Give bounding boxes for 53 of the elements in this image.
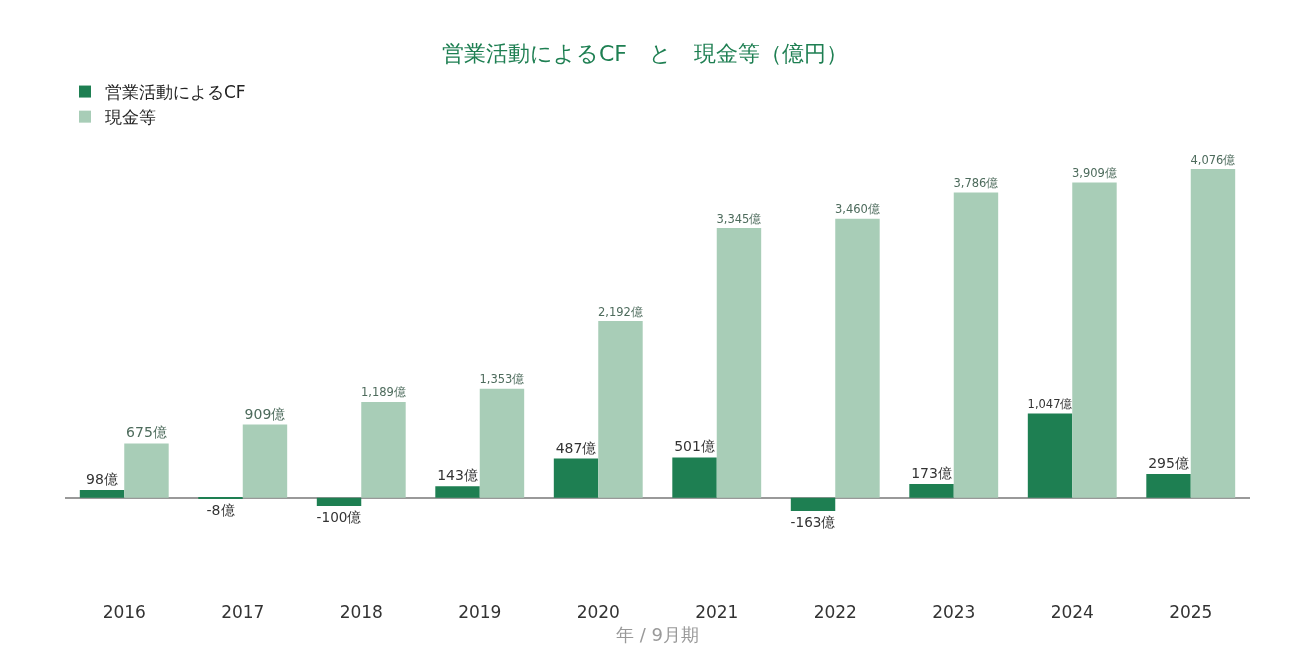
data-label: 501億	[674, 438, 715, 455]
data-label: 173億	[911, 464, 952, 481]
bar	[953, 192, 999, 498]
x-tick-label: 2016	[102, 602, 146, 622]
data-label: 487億	[555, 439, 597, 456]
bar	[1027, 413, 1073, 498]
data-label: 3,786億	[953, 175, 999, 190]
data-label: 3,909億	[1072, 166, 1117, 181]
bar	[716, 227, 762, 498]
bar	[435, 486, 480, 498]
bar	[242, 424, 288, 498]
data-label: -163億	[790, 513, 836, 530]
x-tick-label: 2018	[339, 602, 383, 622]
data-label: 143億	[437, 467, 478, 484]
x-tick-label: 2017	[221, 602, 265, 622]
data-label: -8億	[206, 502, 235, 518]
legend-label: 営業活動によるCF	[105, 82, 246, 103]
data-label: 1,189億	[361, 385, 406, 400]
bar	[1072, 182, 1117, 498]
data-label: 3,345億	[716, 211, 762, 226]
bar	[598, 321, 643, 498]
x-tick-label: 2023	[932, 602, 976, 622]
x-tick-label: 2020	[576, 602, 620, 622]
data-label: 98億	[86, 470, 118, 487]
x-tick-label: 2025	[1169, 602, 1213, 622]
bar	[1146, 474, 1191, 498]
data-label: 4,076億	[1190, 152, 1236, 167]
x-tick-label: 2019	[458, 602, 502, 622]
bar	[79, 489, 125, 498]
data-label: 909億	[244, 405, 286, 422]
bar	[835, 218, 880, 498]
bar	[479, 388, 525, 498]
bar	[909, 483, 954, 498]
bar	[790, 497, 836, 511]
legend-label: 現金等	[105, 107, 156, 128]
x-tick-label: 2024	[1050, 602, 1094, 622]
chart-title: 営業活動によるCF と 現金等（億円）	[441, 40, 849, 66]
data-label: 3,460億	[835, 202, 880, 217]
bar	[124, 443, 169, 498]
bar	[553, 458, 599, 498]
bar	[1190, 169, 1236, 498]
x-tick-label: 2022	[813, 602, 857, 622]
bar	[672, 457, 717, 498]
data-label: 1,353億	[479, 372, 525, 387]
data-label: 1,047億	[1027, 396, 1073, 411]
bar	[361, 401, 406, 498]
data-label: 295億	[1148, 455, 1189, 472]
bar	[316, 497, 362, 506]
data-label: -100億	[316, 508, 362, 525]
x-tick-label: 2021	[695, 602, 739, 622]
data-label: 2,192億	[598, 304, 643, 319]
data-label: 675億	[126, 424, 167, 441]
x-axis-title: 年 / 9月期	[616, 624, 699, 645]
